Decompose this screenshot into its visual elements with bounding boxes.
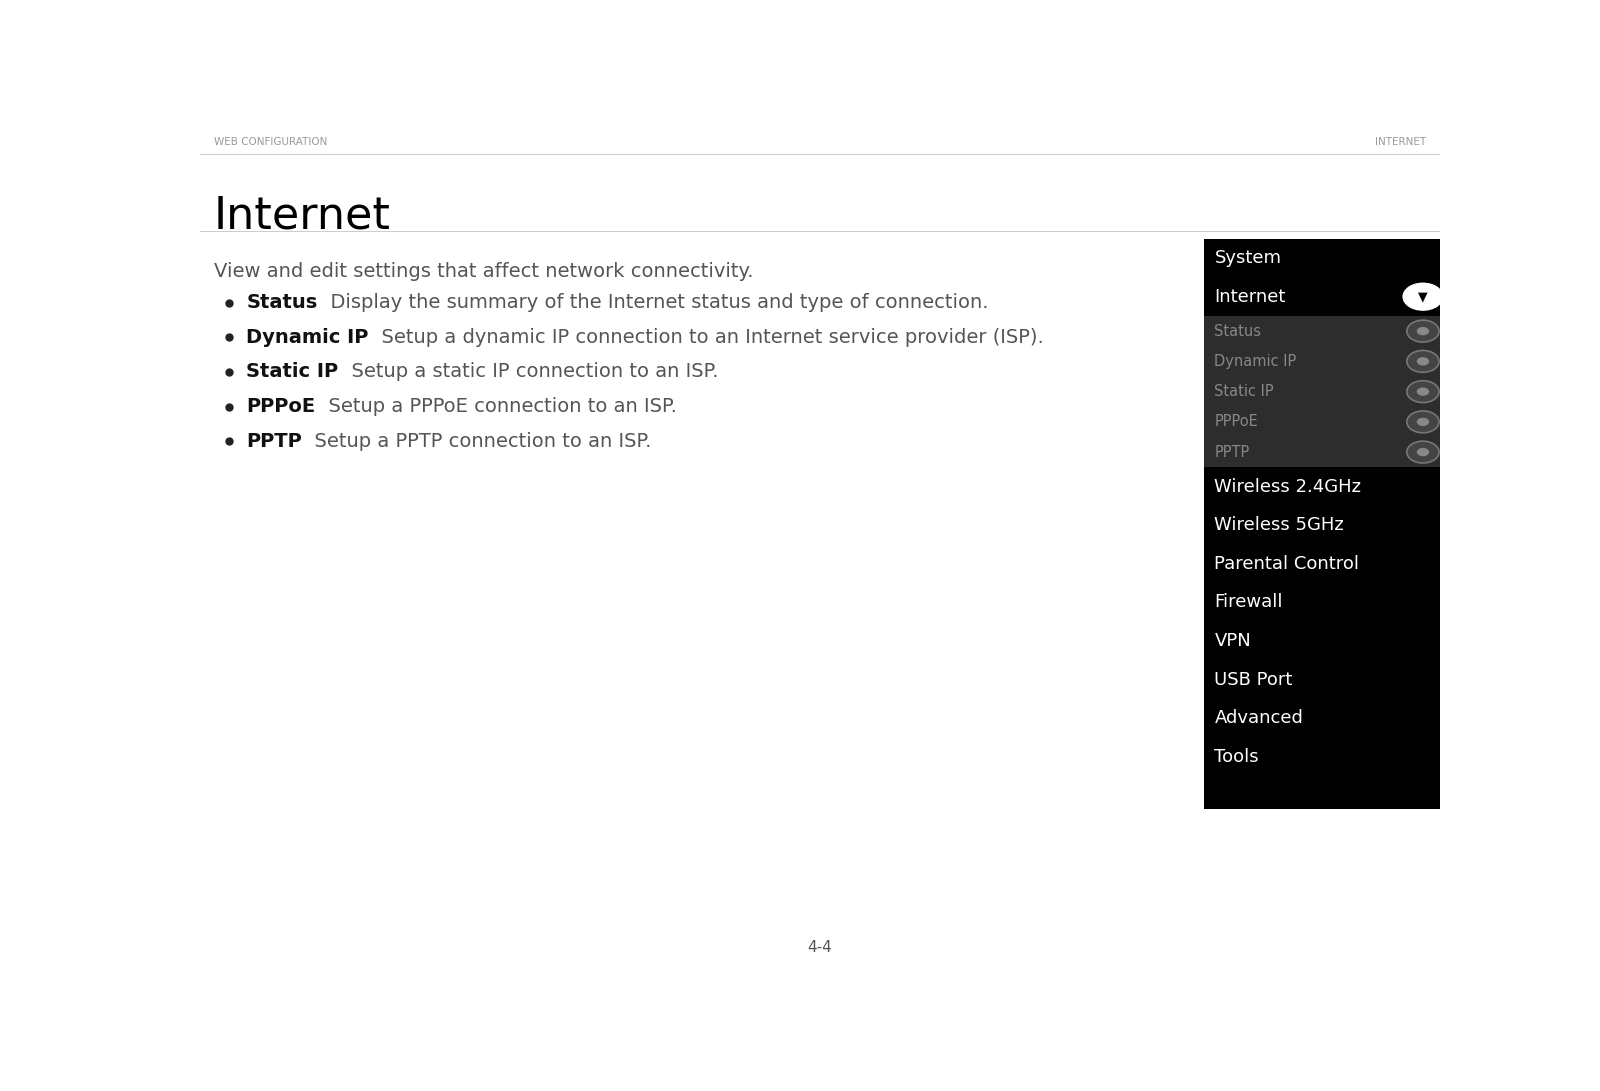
Circle shape	[1406, 350, 1438, 372]
Text: PPTP: PPTP	[246, 432, 302, 451]
Text: Status: Status	[1214, 324, 1261, 338]
FancyBboxPatch shape	[1203, 316, 1440, 467]
Circle shape	[1406, 441, 1438, 463]
Text: Dynamic IP: Dynamic IP	[246, 327, 370, 347]
Text: Display the summary of the Internet status and type of connection.: Display the summary of the Internet stat…	[318, 293, 989, 312]
Text: Setup a PPPoE connection to an ISP.: Setup a PPPoE connection to an ISP.	[315, 397, 677, 416]
Text: PPTP: PPTP	[1214, 445, 1250, 459]
Circle shape	[1416, 448, 1429, 456]
Text: PPPoE: PPPoE	[246, 397, 315, 416]
Text: Wireless 2.4GHz: Wireless 2.4GHz	[1214, 478, 1362, 495]
Text: Internet: Internet	[214, 194, 390, 237]
Circle shape	[1406, 411, 1438, 433]
Circle shape	[1406, 320, 1438, 343]
Text: Parental Control: Parental Control	[1214, 555, 1360, 573]
Text: Status: Status	[246, 293, 318, 312]
Text: 4-4: 4-4	[808, 939, 832, 955]
Text: Setup a dynamic IP connection to an Internet service provider (ISP).: Setup a dynamic IP connection to an Inte…	[370, 327, 1043, 347]
Text: INTERNET: INTERNET	[1374, 137, 1426, 147]
Text: Dynamic IP: Dynamic IP	[1214, 353, 1296, 369]
Text: WEB CONFIGURATION: WEB CONFIGURATION	[214, 137, 328, 147]
Text: PPPoE: PPPoE	[1214, 415, 1258, 430]
Text: Static IP: Static IP	[246, 362, 339, 382]
Text: Firewall: Firewall	[1214, 594, 1283, 611]
Text: Static IP: Static IP	[1214, 384, 1274, 399]
Text: Internet: Internet	[1214, 288, 1286, 305]
Circle shape	[1416, 357, 1429, 365]
Text: Setup a static IP connection to an ISP.: Setup a static IP connection to an ISP.	[339, 362, 718, 382]
Circle shape	[1406, 381, 1438, 403]
Text: Wireless 5GHz: Wireless 5GHz	[1214, 516, 1344, 535]
Text: Tools: Tools	[1214, 748, 1259, 766]
Circle shape	[1416, 387, 1429, 396]
Circle shape	[1416, 418, 1429, 427]
FancyBboxPatch shape	[1203, 239, 1440, 808]
Text: System: System	[1214, 249, 1282, 267]
Text: VPN: VPN	[1214, 632, 1251, 650]
Circle shape	[1403, 284, 1443, 310]
Text: ▼: ▼	[1418, 290, 1427, 303]
Text: View and edit settings that affect network connectivity.: View and edit settings that affect netwo…	[214, 262, 754, 280]
Text: Advanced: Advanced	[1214, 709, 1304, 728]
Text: Setup a PPTP connection to an ISP.: Setup a PPTP connection to an ISP.	[302, 432, 651, 451]
Text: USB Port: USB Port	[1214, 671, 1293, 688]
Circle shape	[1416, 327, 1429, 335]
